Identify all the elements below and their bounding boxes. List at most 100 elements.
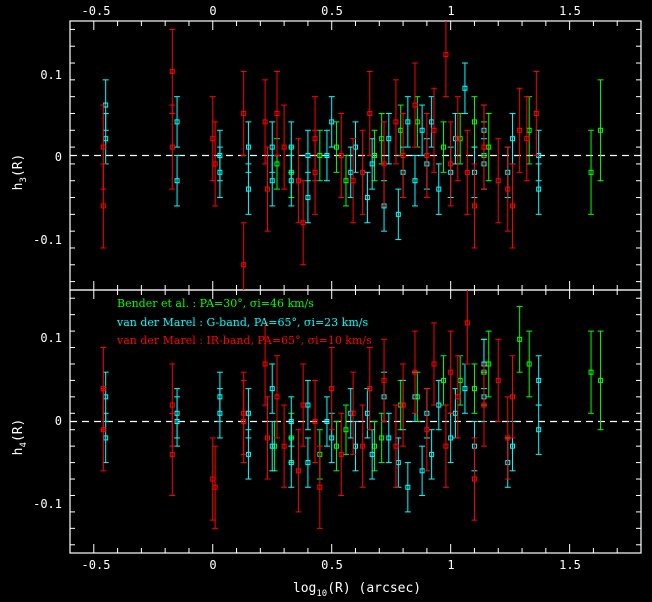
data-point	[486, 144, 492, 150]
data-point	[471, 119, 477, 125]
data-point	[269, 386, 275, 392]
data-point	[329, 386, 335, 392]
data-point	[386, 136, 392, 142]
data-point	[386, 435, 392, 441]
y-label-main: h	[11, 183, 26, 191]
data-point	[395, 211, 401, 217]
data-point	[455, 394, 461, 400]
data-point	[471, 386, 477, 392]
data-point	[245, 144, 251, 150]
data-point	[174, 178, 180, 184]
data-point	[300, 220, 306, 226]
data-point	[419, 127, 425, 133]
data-point	[517, 127, 523, 133]
y-label-tail: (R)	[11, 419, 26, 442]
data-point	[264, 186, 270, 192]
data-point	[241, 110, 247, 116]
data-point	[269, 443, 275, 449]
data-point	[505, 186, 511, 192]
data-point	[212, 161, 218, 167]
data-point	[262, 361, 268, 367]
x-axis-label: log10(R) (arcsec)	[293, 581, 421, 599]
y-label-sub: 4	[19, 442, 29, 447]
data-point	[400, 402, 406, 408]
data-point	[598, 127, 604, 133]
data-point	[431, 361, 437, 367]
data-point	[448, 161, 454, 167]
x-tick-label-top: 0.5	[321, 4, 343, 18]
data-point	[443, 443, 449, 449]
data-point	[100, 427, 106, 433]
data-point	[412, 369, 418, 375]
data-point	[174, 419, 180, 424]
legend-entry-irband: van der Marel : IR-band, PA=65°, σi=10 k…	[116, 334, 372, 347]
data-point	[217, 153, 223, 158]
x-tick-label-top: 1.5	[559, 4, 581, 18]
data-point	[300, 402, 306, 408]
data-point	[405, 119, 411, 125]
y-tick-label: 0.1	[40, 331, 62, 345]
data-point	[412, 102, 418, 108]
data-point	[526, 361, 532, 367]
data-point	[510, 394, 516, 400]
y-tick-labels-lower: 0.1 0 -0.1	[33, 331, 62, 511]
legend-entry-gband: van der Marel : G-band, PA=65°, σi=23 km…	[116, 316, 368, 329]
data-point	[455, 136, 461, 142]
data-point	[381, 377, 387, 383]
data-point	[312, 419, 318, 424]
data-point	[338, 153, 344, 158]
x-tick-label-bottom: 0.5	[321, 558, 343, 572]
data-point	[510, 136, 516, 142]
data-point	[212, 484, 218, 490]
data-point	[217, 410, 223, 416]
data-point	[464, 169, 470, 175]
data-point	[100, 144, 106, 150]
data-point	[598, 377, 604, 383]
data-point	[510, 203, 516, 209]
data-point	[360, 443, 366, 449]
y-tick-label: -0.1	[33, 497, 62, 511]
data-point	[274, 394, 280, 400]
data-point	[350, 178, 356, 184]
x-tick-label-top: 0	[209, 4, 216, 18]
axis-ticks	[69, 21, 642, 553]
data-point	[305, 195, 311, 201]
data-point	[588, 169, 594, 175]
y-tick-label: 0	[55, 150, 62, 164]
data-point	[588, 369, 594, 375]
data-point	[174, 119, 180, 125]
data-point	[329, 119, 335, 125]
data-point	[369, 161, 375, 167]
data-point	[305, 402, 311, 408]
x-tick-label-bottom: 1.5	[559, 558, 581, 572]
data-point	[305, 460, 311, 466]
data-point	[524, 136, 530, 142]
data-point	[324, 153, 330, 158]
data-point	[481, 402, 487, 408]
y-tick-label: 0	[55, 414, 62, 428]
data-point	[288, 419, 294, 424]
data-point	[333, 443, 339, 449]
legend: Bender et al. : PA=30°, σi=46 km/s van d…	[116, 297, 372, 347]
data-point	[481, 144, 487, 150]
data-point	[343, 427, 349, 433]
data-point	[462, 85, 468, 91]
data-point	[536, 377, 542, 383]
data-point	[431, 127, 437, 133]
data-point	[462, 386, 468, 392]
data-point	[288, 460, 294, 466]
x-label-tail: (R) (arcsec)	[327, 581, 421, 596]
data-point	[369, 451, 375, 457]
data-point	[312, 136, 318, 142]
data-point	[262, 119, 268, 125]
x-tick-label-bottom: -0.5	[82, 558, 111, 572]
data-point	[471, 476, 477, 482]
data-point	[510, 443, 516, 449]
x-label-sub: 10	[316, 589, 327, 599]
x-tick-label-bottom: 1	[447, 558, 454, 572]
data-point	[360, 169, 366, 175]
data-point	[350, 410, 356, 416]
data-point	[367, 386, 373, 392]
data-point	[329, 435, 335, 441]
